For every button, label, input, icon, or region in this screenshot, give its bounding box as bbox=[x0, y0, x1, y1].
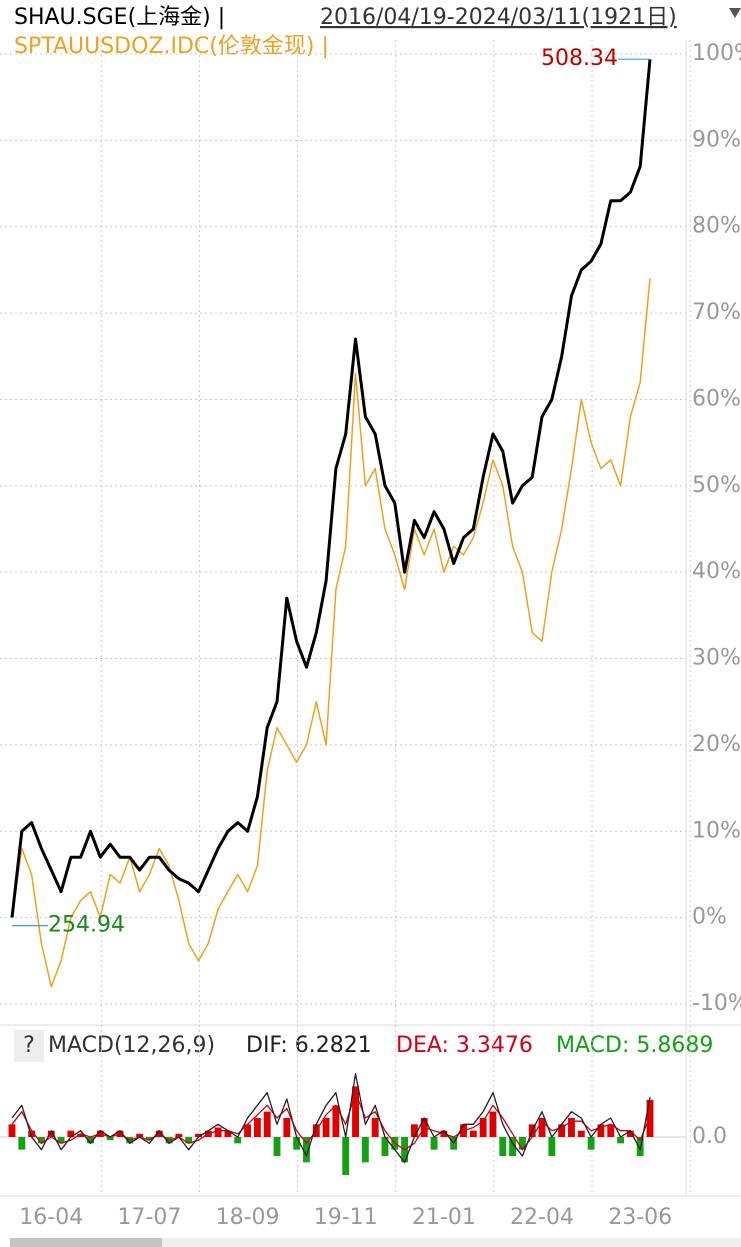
histogram-bar bbox=[499, 1137, 507, 1156]
legend-entry: DIF: 6.2821 bbox=[246, 1033, 372, 1058]
histogram-bar bbox=[607, 1124, 615, 1137]
histogram-bar bbox=[8, 1124, 16, 1137]
histogram-bar bbox=[381, 1137, 389, 1156]
scrollbar-track[interactable] bbox=[10, 1238, 741, 1247]
dropdown-arrow[interactable] bbox=[729, 8, 741, 18]
histogram-bar bbox=[352, 1086, 359, 1137]
y-tick-label: 80% bbox=[692, 214, 741, 239]
indicator-title: MACD(12,26,9) bbox=[48, 1033, 215, 1058]
histogram-bar bbox=[479, 1118, 487, 1137]
histogram-bar bbox=[509, 1137, 517, 1156]
y-tick-label: 0% bbox=[692, 905, 727, 930]
series-line bbox=[11, 1073, 651, 1163]
histogram-bar bbox=[469, 1130, 477, 1137]
scrollbar-thumb[interactable] bbox=[10, 1238, 162, 1247]
legend-entry: SPTAUUSDOZ.IDC(伦敦金现) | bbox=[14, 34, 329, 59]
histogram-bar bbox=[568, 1118, 575, 1137]
histogram-bar bbox=[214, 1127, 222, 1137]
legend-entry: DEA: 3.3476 bbox=[396, 1033, 533, 1058]
histogram-bar bbox=[195, 1133, 202, 1137]
histogram-bar bbox=[322, 1118, 330, 1137]
x-tick-label: 16-04 bbox=[19, 1205, 83, 1230]
histogram-bar bbox=[38, 1137, 45, 1144]
histogram-bar bbox=[253, 1118, 261, 1137]
help-button[interactable] bbox=[14, 1030, 44, 1062]
histogram-bar bbox=[489, 1111, 497, 1137]
x-tick-label: 17-07 bbox=[117, 1205, 181, 1230]
histogram-bar bbox=[646, 1099, 654, 1137]
x-tick-label: 21-01 bbox=[412, 1205, 476, 1230]
y-tick-label: 30% bbox=[692, 646, 741, 671]
series-line bbox=[11, 1092, 651, 1151]
series-line bbox=[10, 59, 652, 918]
histogram-bar bbox=[244, 1124, 252, 1137]
histogram-bar bbox=[224, 1130, 232, 1137]
histogram-bar bbox=[558, 1124, 566, 1137]
histogram-bar bbox=[57, 1137, 65, 1144]
histogram-bar bbox=[597, 1124, 605, 1137]
date-range[interactable]: 2016/04/19-2024/03/11(1921日) bbox=[320, 5, 677, 30]
histogram-bar bbox=[577, 1130, 585, 1137]
y-tick-label: 10% bbox=[692, 818, 741, 843]
histogram-bar bbox=[283, 1118, 291, 1137]
histogram-bar bbox=[28, 1130, 36, 1137]
legend-entry: SHAU.SGE(上海金) | bbox=[14, 5, 225, 30]
histogram-bar bbox=[361, 1137, 369, 1163]
histogram-bar bbox=[617, 1137, 624, 1144]
x-tick-label: 19-11 bbox=[314, 1205, 378, 1230]
y-tick-label: 40% bbox=[692, 559, 741, 584]
histogram-bar bbox=[587, 1137, 595, 1150]
histogram-bar bbox=[538, 1118, 546, 1137]
x-tick-label: 22-04 bbox=[510, 1205, 574, 1230]
legend-entry: MACD: 5.8689 bbox=[556, 1033, 713, 1058]
histogram-bar bbox=[136, 1133, 144, 1137]
max-annotation: 508.34 bbox=[541, 46, 618, 71]
histogram-bar bbox=[106, 1137, 114, 1141]
series-line bbox=[11, 278, 651, 988]
histogram-bar bbox=[410, 1124, 418, 1137]
y-tick-label: 70% bbox=[692, 300, 741, 325]
histogram-bar bbox=[175, 1133, 183, 1137]
histogram-bar bbox=[185, 1137, 193, 1144]
histogram-bar bbox=[145, 1137, 153, 1141]
min-annotation: 254.94 bbox=[48, 913, 125, 938]
y-tick-label: 20% bbox=[692, 732, 741, 757]
histogram-bar bbox=[234, 1137, 242, 1144]
histogram-bar bbox=[303, 1137, 310, 1163]
histogram-bar bbox=[371, 1118, 379, 1137]
y-tick-label: 50% bbox=[692, 473, 741, 498]
y-tick-label: -10% bbox=[692, 991, 741, 1016]
histogram-bar bbox=[293, 1137, 301, 1150]
histogram-bar bbox=[18, 1137, 26, 1150]
histogram-bar bbox=[548, 1137, 556, 1156]
histogram-bar bbox=[332, 1105, 340, 1137]
histogram-bar bbox=[430, 1137, 438, 1150]
histogram-bar bbox=[263, 1111, 271, 1137]
histogram-bar bbox=[77, 1133, 85, 1137]
x-tick-label: 18-09 bbox=[216, 1205, 280, 1230]
histogram-bar bbox=[47, 1130, 55, 1137]
histogram-bar bbox=[67, 1130, 75, 1137]
histogram-bar bbox=[87, 1137, 94, 1144]
y-tick-label: 60% bbox=[692, 386, 741, 411]
histogram-bar bbox=[626, 1130, 634, 1137]
x-tick-label: 23-06 bbox=[608, 1205, 672, 1230]
help-icon[interactable]: ? bbox=[23, 1033, 35, 1058]
y-tick-label: 100% bbox=[692, 41, 741, 66]
y-tick-label: 0.0 bbox=[692, 1124, 727, 1149]
histogram-bar bbox=[342, 1137, 350, 1175]
histogram-bar bbox=[518, 1137, 526, 1150]
y-tick-label: 90% bbox=[692, 127, 741, 152]
histogram-bar bbox=[273, 1137, 281, 1156]
